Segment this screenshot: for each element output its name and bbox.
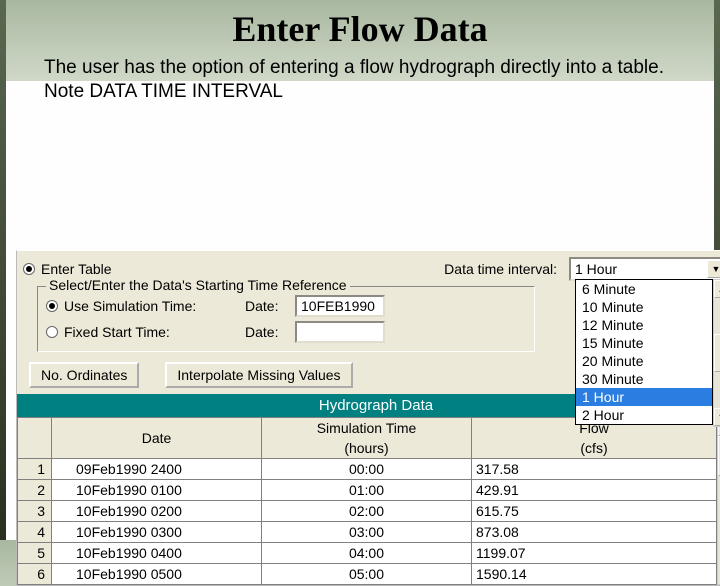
cell-date[interactable]: 10Feb1990 0500 — [52, 563, 262, 584]
table-row[interactable]: 610Feb1990 050005:001590.14 — [18, 563, 717, 584]
cell-sim[interactable]: 02:00 — [262, 500, 472, 521]
cell-date[interactable]: 10Feb1990 0300 — [52, 521, 262, 542]
interval-option[interactable]: 30 Minute — [576, 370, 712, 388]
row-number: 3 — [18, 500, 52, 521]
cell-sim[interactable]: 04:00 — [262, 542, 472, 563]
use-simulation-label: Use Simulation Time: — [64, 298, 239, 314]
data-time-interval-label: Data time interval: — [444, 261, 557, 277]
fixed-start-label: Fixed Start Time: — [64, 324, 239, 340]
cell-sim[interactable]: 03:00 — [262, 521, 472, 542]
slide-subtitle: The user has the option of entering a fl… — [0, 50, 720, 114]
table-row[interactable]: 210Feb1990 010001:00429.91 — [18, 479, 717, 500]
interval-option[interactable]: 20 Minute — [576, 352, 712, 370]
interval-option[interactable]: 2 Hour — [576, 406, 712, 424]
dropdown-scroll-thumb[interactable] — [714, 334, 720, 372]
interpolate-button[interactable]: Interpolate Missing Values — [165, 362, 352, 388]
interval-option[interactable]: 1 Hour — [576, 388, 712, 406]
cell-flow[interactable]: 615.75 — [472, 500, 717, 521]
row-number: 4 — [18, 521, 52, 542]
fixed-date-label: Date: — [245, 324, 289, 340]
use-simulation-radio[interactable] — [46, 300, 58, 312]
col-sim-header: Simulation Time — [262, 417, 472, 438]
dropdown-scrollbar[interactable]: ▲ ▼ — [713, 279, 720, 427]
dropdown-scroll-track[interactable] — [714, 298, 720, 408]
time-reference-fieldset: Select/Enter the Data's Starting Time Re… — [37, 286, 535, 352]
col-flow-unit: (cfs) — [472, 438, 717, 459]
chevron-down-icon[interactable]: ▼ — [707, 260, 720, 278]
slide-border-left — [0, 0, 6, 540]
cell-sim[interactable]: 05:00 — [262, 563, 472, 584]
row-num-header — [18, 417, 52, 458]
hydrograph-table: Date Simulation Time Flow (hours) (cfs) … — [17, 417, 717, 585]
cell-date[interactable]: 10Feb1990 0200 — [52, 500, 262, 521]
cell-date[interactable]: 10Feb1990 0400 — [52, 542, 262, 563]
enter-table-label: Enter Table — [41, 261, 112, 277]
cell-sim[interactable]: 00:00 — [262, 458, 472, 479]
row-number: 1 — [18, 458, 52, 479]
dropdown-scroll-up-icon[interactable]: ▲ — [714, 280, 720, 298]
interval-option[interactable]: 6 Minute — [576, 280, 712, 298]
time-reference-legend: Select/Enter the Data's Starting Time Re… — [46, 277, 350, 293]
col-date-header: Date — [52, 417, 262, 458]
interval-combo-value: 1 Hour — [575, 261, 617, 277]
row-number: 5 — [18, 542, 52, 563]
cell-date[interactable]: 10Feb1990 0100 — [52, 479, 262, 500]
dropdown-scroll-down-icon[interactable]: ▼ — [714, 408, 720, 426]
row-number: 2 — [18, 479, 52, 500]
slide-title: Enter Flow Data — [0, 0, 720, 50]
cell-flow[interactable]: 429.91 — [472, 479, 717, 500]
table-row[interactable]: 510Feb1990 040004:001199.07 — [18, 542, 717, 563]
dialog-panel: Enter Table Data time interval: 1 Hour ▼… — [16, 250, 720, 586]
cell-flow[interactable]: 873.08 — [472, 521, 717, 542]
row-number: 6 — [18, 563, 52, 584]
fixed-date-field[interactable] — [295, 321, 385, 343]
cell-flow[interactable]: 317.58 — [472, 458, 717, 479]
table-row[interactable]: 310Feb1990 020002:00615.75 — [18, 500, 717, 521]
interval-option[interactable]: 12 Minute — [576, 316, 712, 334]
sim-date-label: Date: — [245, 298, 289, 314]
table-row[interactable]: 410Feb1990 030003:00873.08 — [18, 521, 717, 542]
interval-combo[interactable]: 1 Hour ▼ — [569, 257, 720, 281]
cell-date[interactable]: 09Feb1990 2400 — [52, 458, 262, 479]
interval-dropdown-list[interactable]: 6 Minute10 Minute12 Minute15 Minute20 Mi… — [575, 279, 713, 425]
table-row[interactable]: 109Feb1990 240000:00317.58 — [18, 458, 717, 479]
fixed-start-radio[interactable] — [46, 326, 58, 338]
enter-table-radio[interactable] — [23, 263, 35, 275]
sim-date-field[interactable]: 10FEB1990 — [295, 295, 385, 317]
cell-flow[interactable]: 1199.07 — [472, 542, 717, 563]
cell-sim[interactable]: 01:00 — [262, 479, 472, 500]
cell-flow[interactable]: 1590.14 — [472, 563, 717, 584]
interval-option[interactable]: 10 Minute — [576, 298, 712, 316]
interval-option[interactable]: 15 Minute — [576, 334, 712, 352]
col-sim-unit: (hours) — [262, 438, 472, 459]
no-ordinates-button[interactable]: No. Ordinates — [29, 362, 139, 388]
